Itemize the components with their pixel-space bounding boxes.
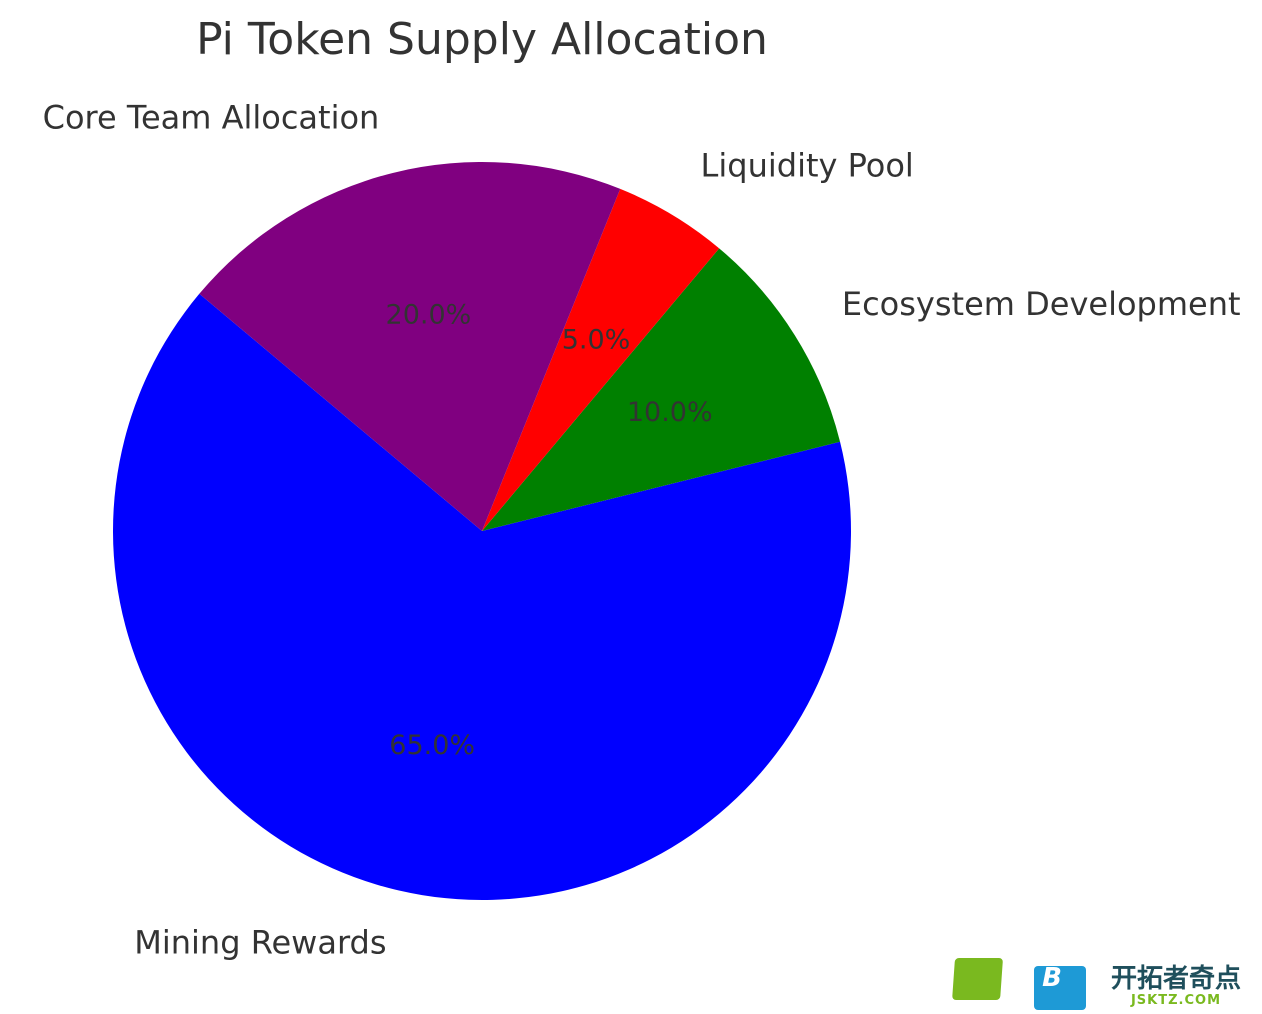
- logo-letter: B: [1042, 963, 1062, 993]
- watermark: B 开拓者奇点 JSKTZ.COM: [952, 958, 1241, 1010]
- slice-percent-label: 10.0%: [627, 397, 713, 428]
- pie-labels: Mining Rewards 65.0% Ecosystem Development…: [43, 98, 1241, 961]
- slice-percent-label: 5.0%: [562, 325, 631, 356]
- slice-percent-label: 65.0%: [389, 730, 475, 761]
- logo-front-square: [952, 958, 1003, 1000]
- watermark-name: 开拓者奇点: [1111, 963, 1241, 994]
- slice-label: Core Team Allocation: [43, 98, 380, 136]
- pie-slice-liquidity-pool: [482, 188, 720, 532]
- pie-slices: [113, 161, 851, 900]
- slice-label: Liquidity Pool: [701, 146, 914, 184]
- slice-label: Ecosystem Development: [842, 285, 1241, 323]
- pie-slice-mining-rewards: [113, 293, 851, 900]
- slice-label: Mining Rewards: [134, 923, 386, 961]
- chart-title: Pi Token Supply Allocation: [196, 14, 768, 65]
- watermark-url: JSKTZ.COM: [1130, 993, 1221, 1008]
- pie-slice-core-team-allocation: [199, 161, 621, 531]
- pie-slice-ecosystem-development: [482, 248, 841, 532]
- slice-percent-label: 20.0%: [386, 300, 472, 331]
- logo-back-square: [1034, 966, 1086, 1010]
